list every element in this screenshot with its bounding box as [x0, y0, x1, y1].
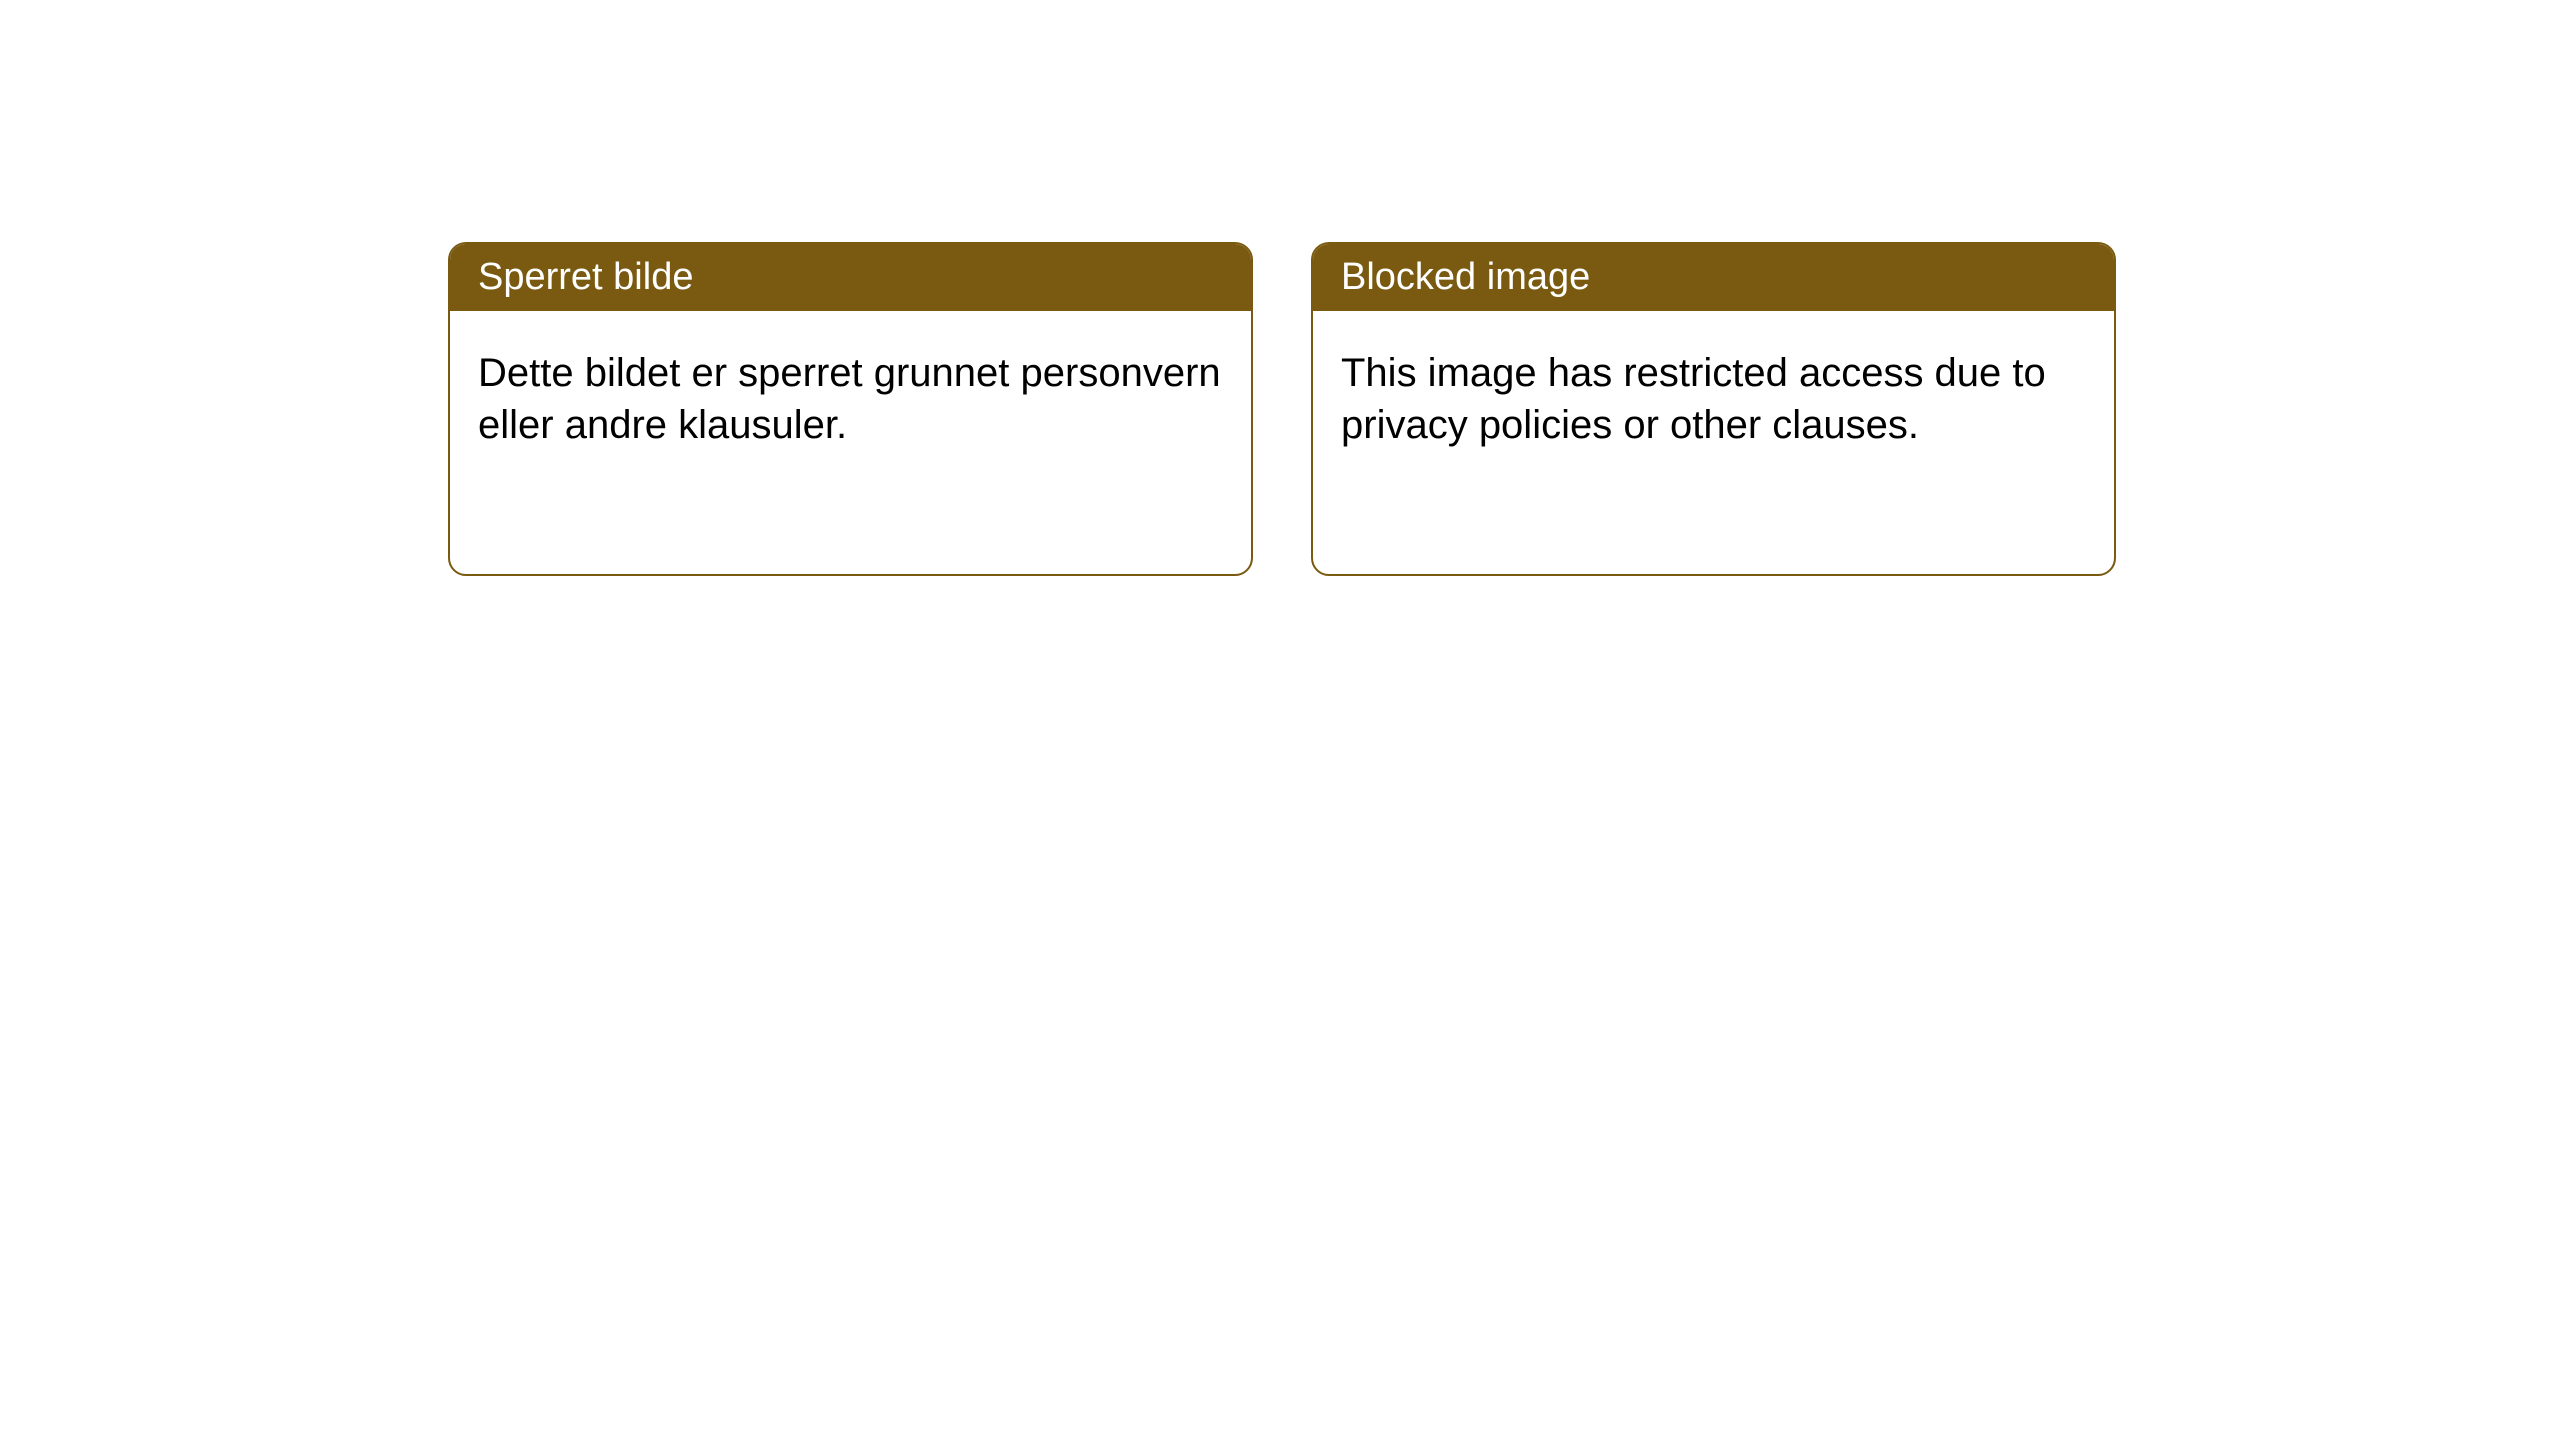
- notice-card-english: Blocked image This image has restricted …: [1311, 242, 2116, 576]
- notice-header: Blocked image: [1313, 244, 2114, 311]
- notice-card-norwegian: Sperret bilde Dette bildet er sperret gr…: [448, 242, 1253, 576]
- notice-body: Dette bildet er sperret grunnet personve…: [450, 311, 1251, 487]
- notice-title: Blocked image: [1341, 256, 1590, 298]
- notice-header: Sperret bilde: [450, 244, 1251, 311]
- notice-container: Sperret bilde Dette bildet er sperret gr…: [0, 0, 2560, 576]
- notice-text: Dette bildet er sperret grunnet personve…: [478, 351, 1221, 447]
- notice-body: This image has restricted access due to …: [1313, 311, 2114, 487]
- notice-title: Sperret bilde: [478, 256, 693, 298]
- notice-text: This image has restricted access due to …: [1341, 351, 2046, 447]
